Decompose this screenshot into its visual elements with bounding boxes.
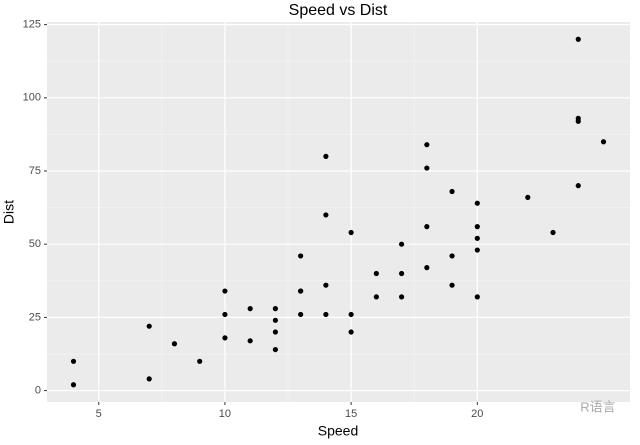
- point: [146, 323, 152, 329]
- point: [449, 188, 455, 195]
- point: [398, 270, 405, 277]
- point: [272, 317, 279, 323]
- point: [474, 247, 480, 253]
- watermark: R语言: [580, 399, 615, 414]
- point: [424, 142, 430, 148]
- x-tick-label: 10: [219, 408, 231, 420]
- point: [298, 311, 304, 318]
- x-tick-label: 15: [345, 408, 357, 420]
- point: [323, 311, 329, 318]
- y-tick-label: 75: [29, 165, 41, 177]
- y-tick-label: 0: [35, 384, 41, 396]
- point: [449, 282, 455, 288]
- point: [575, 36, 581, 42]
- point: [323, 153, 329, 159]
- point: [424, 265, 430, 271]
- point: [272, 346, 279, 353]
- point: [348, 311, 354, 318]
- x-tick-label: 20: [471, 408, 483, 420]
- point: [373, 294, 379, 300]
- point: [247, 306, 253, 312]
- point: [424, 224, 430, 230]
- point: [70, 358, 77, 364]
- point: [600, 139, 607, 145]
- y-axis-label: Dist: [1, 200, 17, 224]
- point: [272, 306, 279, 312]
- chart-title: Speed vs Dist: [289, 2, 388, 19]
- point: [298, 288, 304, 294]
- point: [398, 241, 405, 247]
- point: [171, 341, 178, 347]
- point: [575, 183, 581, 189]
- point: [298, 253, 304, 259]
- point: [70, 382, 77, 388]
- panel: [47, 22, 630, 402]
- point: [449, 253, 455, 259]
- point: [474, 200, 480, 206]
- point: [550, 229, 556, 236]
- point: [222, 288, 228, 294]
- point: [222, 335, 228, 341]
- x-tick-label: 5: [96, 408, 102, 420]
- point: [348, 229, 354, 236]
- point: [323, 282, 329, 288]
- y-tick-label: 50: [29, 238, 41, 250]
- point: [348, 329, 354, 335]
- point: [474, 294, 480, 300]
- point: [247, 338, 253, 344]
- point: [272, 329, 279, 335]
- point: [197, 358, 203, 364]
- point: [222, 311, 228, 318]
- y-tick-label: 125: [23, 19, 41, 31]
- point: [474, 235, 480, 241]
- point: [424, 165, 430, 171]
- y-tick-label: 25: [29, 311, 41, 323]
- point: [373, 270, 379, 277]
- x-axis-label: Speed: [318, 423, 358, 439]
- point: [575, 115, 581, 121]
- point: [525, 194, 531, 200]
- y-tick-label: 100: [23, 92, 41, 104]
- point: [323, 212, 329, 218]
- point: [474, 224, 480, 230]
- point: [398, 294, 405, 300]
- point: [146, 376, 152, 382]
